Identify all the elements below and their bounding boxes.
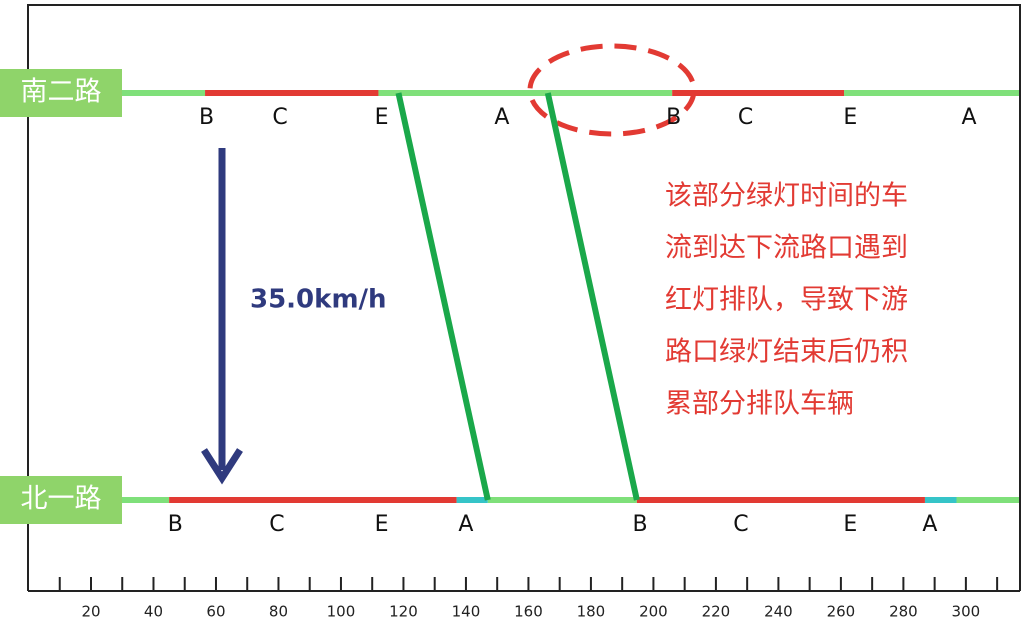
x-tick-label: 20 xyxy=(81,603,100,621)
road-label-box xyxy=(0,476,122,524)
x-tick-label: 100 xyxy=(327,603,356,621)
green-wave-band xyxy=(395,92,491,501)
annotation-line: 累部分排队车辆 xyxy=(665,389,854,420)
x-tick-label: 240 xyxy=(764,603,793,621)
x-tick-label: 160 xyxy=(514,603,543,621)
speed-arrow-head xyxy=(201,448,243,485)
x-tick-label: 180 xyxy=(577,603,606,621)
frame xyxy=(27,4,1021,591)
phase-label: A xyxy=(922,512,937,537)
x-tick-label: 220 xyxy=(702,603,731,621)
x-tick-label: 200 xyxy=(639,603,668,621)
phase-label: A xyxy=(458,512,473,537)
x-tick-label: 260 xyxy=(827,603,856,621)
phase-label: A xyxy=(494,105,509,130)
phase-label: B xyxy=(632,512,647,537)
annotation-line: 流到达下流路口遇到 xyxy=(665,233,908,264)
phase-label: B xyxy=(168,512,183,537)
phase-label: E xyxy=(843,105,857,130)
phase-label: E xyxy=(375,105,389,130)
phase-label: E xyxy=(375,512,389,537)
phase-label: C xyxy=(272,105,287,130)
annotation-line: 路口绿灯结束后仍积 xyxy=(665,337,908,368)
road-name: 北一路 xyxy=(21,484,102,515)
x-tick-label: 120 xyxy=(389,603,418,621)
phase-label: C xyxy=(269,512,284,537)
x-tick-label: 60 xyxy=(206,603,225,621)
x-tick-label: 280 xyxy=(889,603,918,621)
phase-label: E xyxy=(843,512,857,537)
x-tick-label: 300 xyxy=(952,603,981,621)
annotation-line: 该部分绿灯时间的车 xyxy=(665,181,908,212)
phase-label: A xyxy=(961,105,976,130)
speed-label: 35.0km/h xyxy=(250,285,387,315)
x-tick-label: 140 xyxy=(452,603,481,621)
green-wave-band xyxy=(544,92,640,501)
x-tick-label: 80 xyxy=(269,603,288,621)
phase-label: B xyxy=(666,105,681,130)
road-label-box xyxy=(0,69,122,117)
annotation-line: 红灯排队，导致下游 xyxy=(665,285,908,316)
phase-label: C xyxy=(733,512,748,537)
x-tick-label: 40 xyxy=(144,603,163,621)
phase-label: C xyxy=(738,105,753,130)
phase-label: B xyxy=(199,105,214,130)
road-name: 南二路 xyxy=(21,77,102,108)
